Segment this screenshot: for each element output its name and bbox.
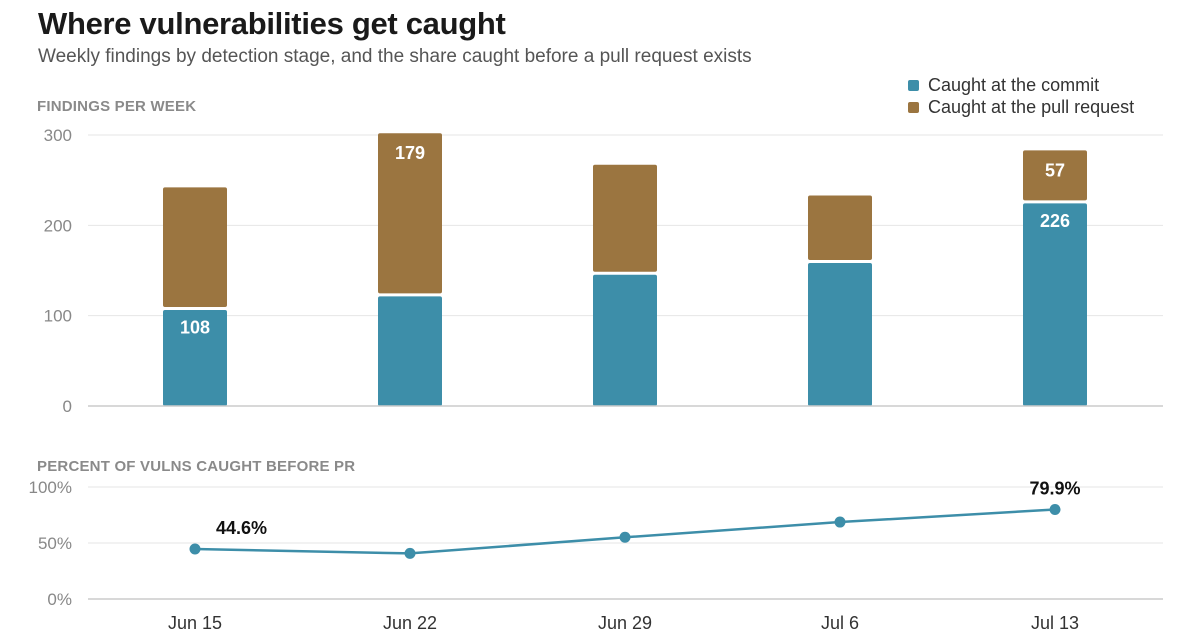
line-point [834,516,846,528]
bar-y-tick-label: 300 [44,126,72,145]
bar-pull-request [593,164,657,272]
x-tick-label: Jun 15 [168,613,222,633]
legend-label-pull-request: Caught at the pull request [928,96,1135,117]
bar-data-label: 57 [1045,160,1065,180]
bar-y-tick-label: 200 [44,216,72,235]
bar-pull-request [1023,150,1087,201]
legend-item-pull-request: Caught at the pull request [908,96,1134,118]
bar-commit [1023,203,1087,406]
line-series-percent [194,508,1056,555]
chart-title: Where vulnerabilities get caught [38,6,506,41]
legend-swatch-pull-request [908,101,919,113]
bar-panel-label: FINDINGS PER WEEK [37,98,197,115]
x-tick-label: Jul 13 [1031,613,1079,633]
bar-pull-request [378,133,442,294]
legend-label-commit: Caught at the commit [928,74,1100,95]
legend-item-commit: Caught at the commit [908,74,1134,96]
x-tick-label: Jul 6 [821,613,859,633]
line-point [619,531,631,543]
bar-data-label: 179 [395,143,425,163]
line-point [1049,504,1061,516]
line-y-tick-label: 50% [38,534,72,553]
chart-subtitle: Weekly findings by detection stage, and … [38,46,752,67]
bar-y-tick-label: 100 [44,307,72,326]
line-point [189,543,201,555]
line-y-tick-label: 0% [47,590,72,609]
bar-commit [593,274,657,406]
bar-data-label: 226 [1040,211,1070,231]
bar-commit [378,296,442,406]
line-y-tick-label: 100% [29,478,72,497]
x-tick-label: Jun 22 [383,613,437,633]
bar-data-label: 108 [180,317,210,337]
bar-y-tick-label: 0 [63,397,72,416]
line-point [404,547,416,559]
line-data-label: 79.9% [1029,479,1080,499]
bar-commit [808,262,872,406]
x-tick-label: Jun 29 [598,613,652,633]
legend: Caught at the commit Caught at the pull … [908,74,1134,118]
line-panel-label: PERCENT OF VULNS CAUGHT BEFORE PR [37,458,356,475]
bar-pull-request [808,195,872,260]
legend-swatch-commit [908,79,919,91]
line-data-label: 44.6% [216,518,267,538]
bar-pull-request [163,187,227,307]
bar-commit [163,309,227,406]
